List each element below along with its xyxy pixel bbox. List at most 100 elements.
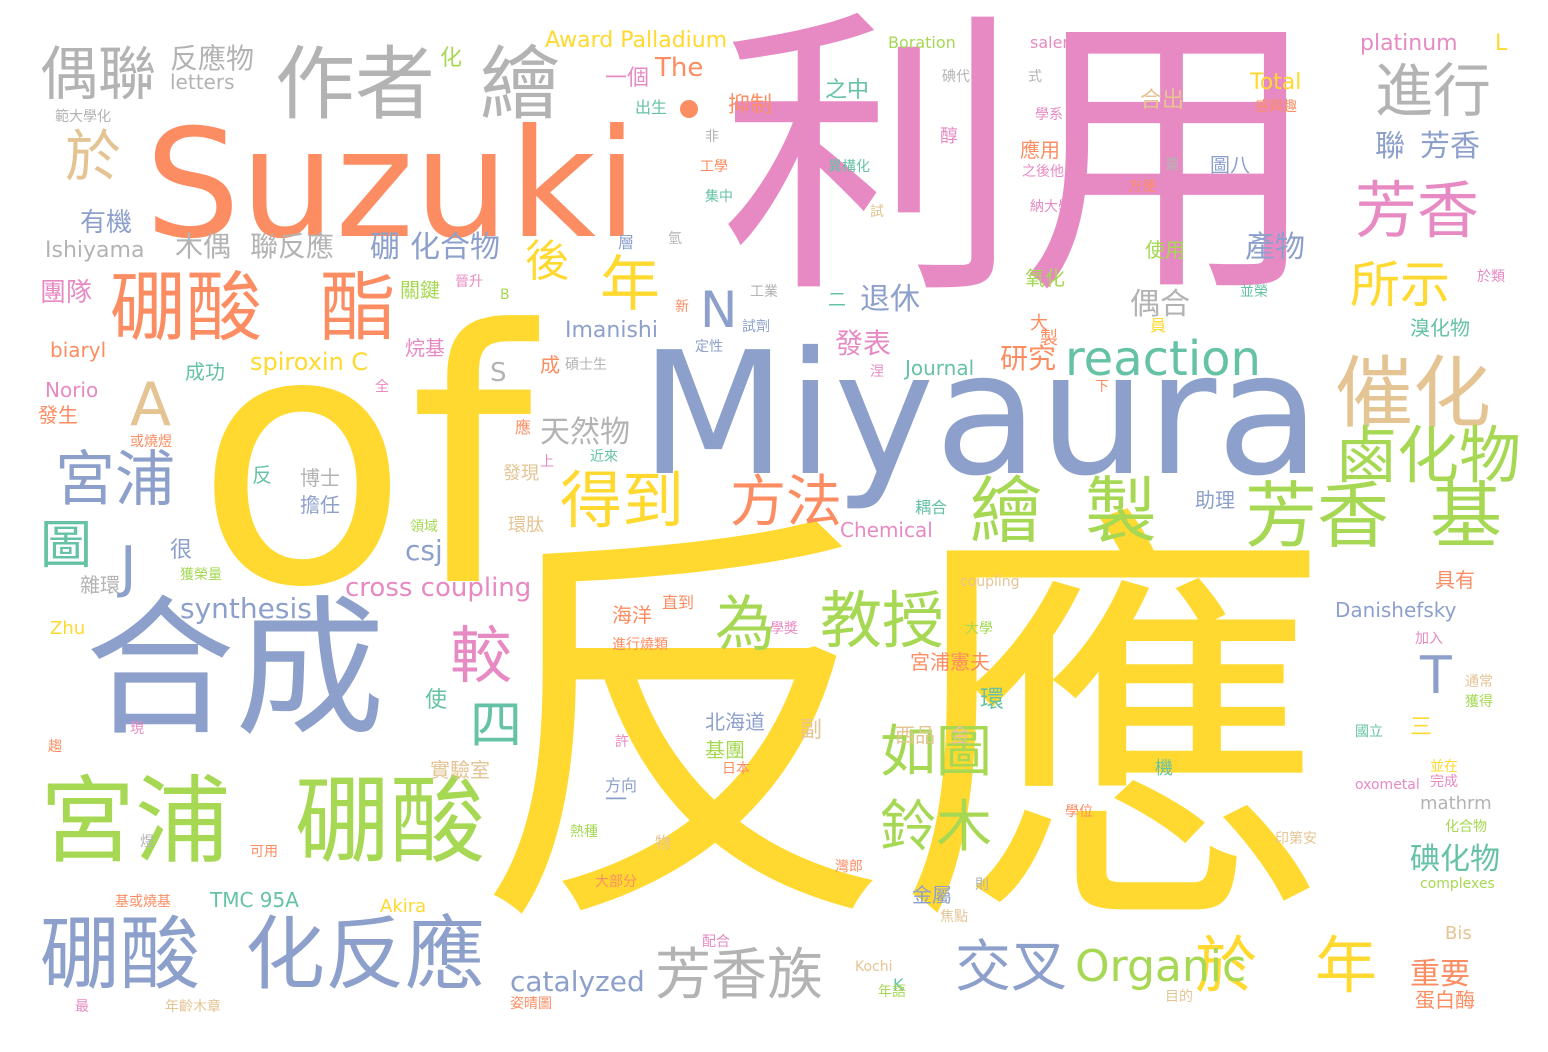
cloud-word: salen <box>1030 33 1073 52</box>
cloud-word: 則 <box>975 877 989 893</box>
cloud-word: 許 <box>615 734 629 750</box>
cloud-word: 於 <box>1195 929 1258 1002</box>
cloud-word: 醇 <box>940 126 958 147</box>
cloud-word: 製 <box>1040 328 1058 349</box>
cloud-word: 金屬 <box>912 883 952 907</box>
cloud-word: 發現 <box>503 463 539 484</box>
cloud-word: 學系 <box>1035 107 1063 123</box>
cloud-word: 蛋白酶 <box>1415 988 1475 1012</box>
cloud-word: 退休 <box>860 282 920 317</box>
cloud-word: 交叉 <box>955 935 1067 1000</box>
cloud-word: 集中 <box>705 189 733 205</box>
cloud-word: 木偶 <box>175 230 232 263</box>
cloud-word: 日本 <box>722 761 750 777</box>
cloud-word: 於 <box>65 125 121 190</box>
cloud-word: 助理 <box>1195 488 1235 512</box>
cloud-word: 海洋 <box>612 603 652 627</box>
cloud-word: 較 <box>450 619 513 692</box>
cloud-word: letters <box>170 70 235 94</box>
cloud-word: 化合物 <box>1445 819 1487 835</box>
cloud-word: 近來 <box>590 449 618 465</box>
cloud-word: 發生 <box>38 403 78 427</box>
cloud-word: 年 <box>1315 929 1378 1002</box>
cloud-word: 可用 <box>250 844 278 860</box>
cloud-word: L <box>1495 31 1508 56</box>
cloud-word: 二 <box>828 290 846 311</box>
cloud-word: csj <box>405 534 443 567</box>
cloud-word: S <box>490 358 507 388</box>
cloud-word: 耦合 <box>915 498 948 517</box>
cloud-word: J <box>120 535 137 600</box>
cloud-word: Miyaura <box>640 316 1321 514</box>
cloud-word: biaryl <box>50 338 107 362</box>
cloud-word: 如圖 <box>880 720 992 785</box>
cloud-word: 年語 <box>878 984 906 1000</box>
cloud-word: 上 <box>540 454 554 470</box>
cloud-word: 宮浦 <box>40 767 231 877</box>
cloud-word: 聯 <box>1375 129 1405 164</box>
cloud-word: B <box>500 287 510 303</box>
cloud-word: 通常 <box>1465 674 1493 690</box>
cloud-word: Total <box>1250 70 1302 95</box>
cloud-word: 出生 <box>635 98 668 117</box>
cloud-word: 進行 <box>1375 57 1492 125</box>
cloud-word: 焦點 <box>940 909 968 925</box>
cloud-word: 反應物 <box>170 42 255 75</box>
cloud-word: 繪 <box>970 469 1043 553</box>
cloud-word: 於類 <box>1477 269 1505 285</box>
cloud-word: 金 <box>950 723 970 747</box>
cloud-word: 使用 <box>1145 238 1185 262</box>
cloud-word: N <box>700 281 738 339</box>
cloud-word: 偶聯 <box>40 40 157 108</box>
cloud-word: T <box>1420 646 1452 706</box>
cloud-word: 並在 <box>1430 759 1458 775</box>
cloud-word: 感興趣 <box>1255 99 1297 115</box>
cloud-word: 煜 <box>140 834 154 850</box>
cloud-word: 有機 <box>80 208 133 238</box>
cloud-word: 全 <box>375 379 389 395</box>
cloud-word: 四 <box>470 696 523 756</box>
cloud-word: 灣郎 <box>835 859 863 875</box>
cloud-word: 一個 <box>605 66 650 91</box>
cloud-word: mathrm <box>1420 793 1492 814</box>
cloud-word: 合出 <box>1140 88 1185 113</box>
cloud-word: 員 <box>1150 316 1167 335</box>
cloud-word: spiroxin C <box>250 348 369 376</box>
cloud-word: 具有 <box>1435 568 1475 592</box>
cloud-word: A <box>130 370 172 440</box>
cloud-word: 圖 <box>40 516 93 576</box>
cloud-word: 重要 <box>1410 957 1470 992</box>
cloud-word: 印第安 <box>1275 831 1317 847</box>
cloud-word: 芳香 <box>1355 174 1480 247</box>
cloud-word: 催化 <box>1335 349 1492 439</box>
cloud-word: 方法 <box>730 470 842 535</box>
cloud-word: 為 <box>715 590 775 660</box>
cloud-word: 非 <box>705 129 719 145</box>
cloud-word: 臺 <box>1165 157 1179 173</box>
cloud-word: 年齡木章 <box>165 999 221 1015</box>
cloud-word: 烷基 <box>405 336 445 360</box>
cloud-word: 聯反應 <box>250 230 335 263</box>
cloud-word: 學獎 <box>770 621 798 637</box>
cloud-word: 研究 <box>1000 342 1057 375</box>
cloud-word: 發表 <box>835 327 892 360</box>
cloud-word: 偶合 <box>1130 287 1190 322</box>
cloud-word: 年 <box>600 250 660 320</box>
cloud-word: 熱種 <box>570 824 598 840</box>
cloud-word: 芳香 <box>1245 474 1390 558</box>
cloud-word: 基 <box>1430 474 1503 558</box>
cloud-word: 碘代 <box>942 69 970 85</box>
cloud-word: 產物 <box>1245 230 1305 265</box>
cloud-word: Award Palladium <box>545 28 728 53</box>
cloud-word: 硼酸 <box>110 263 262 352</box>
cloud-word: 大學 <box>965 621 993 637</box>
cloud-word: Imanishi <box>565 318 658 343</box>
cloud-word: 硼酸 <box>295 767 486 877</box>
cloud-word: 國立 <box>1355 724 1383 740</box>
cloud-word: 反應 <box>470 480 1330 980</box>
cloud-word: 異構化 <box>828 159 870 175</box>
cloud-word: 學位 <box>1065 804 1093 820</box>
cloud-word: 定性 <box>695 339 723 355</box>
cloud-word: 基或燒基 <box>115 894 171 910</box>
cloud-word: 後 <box>525 236 569 287</box>
